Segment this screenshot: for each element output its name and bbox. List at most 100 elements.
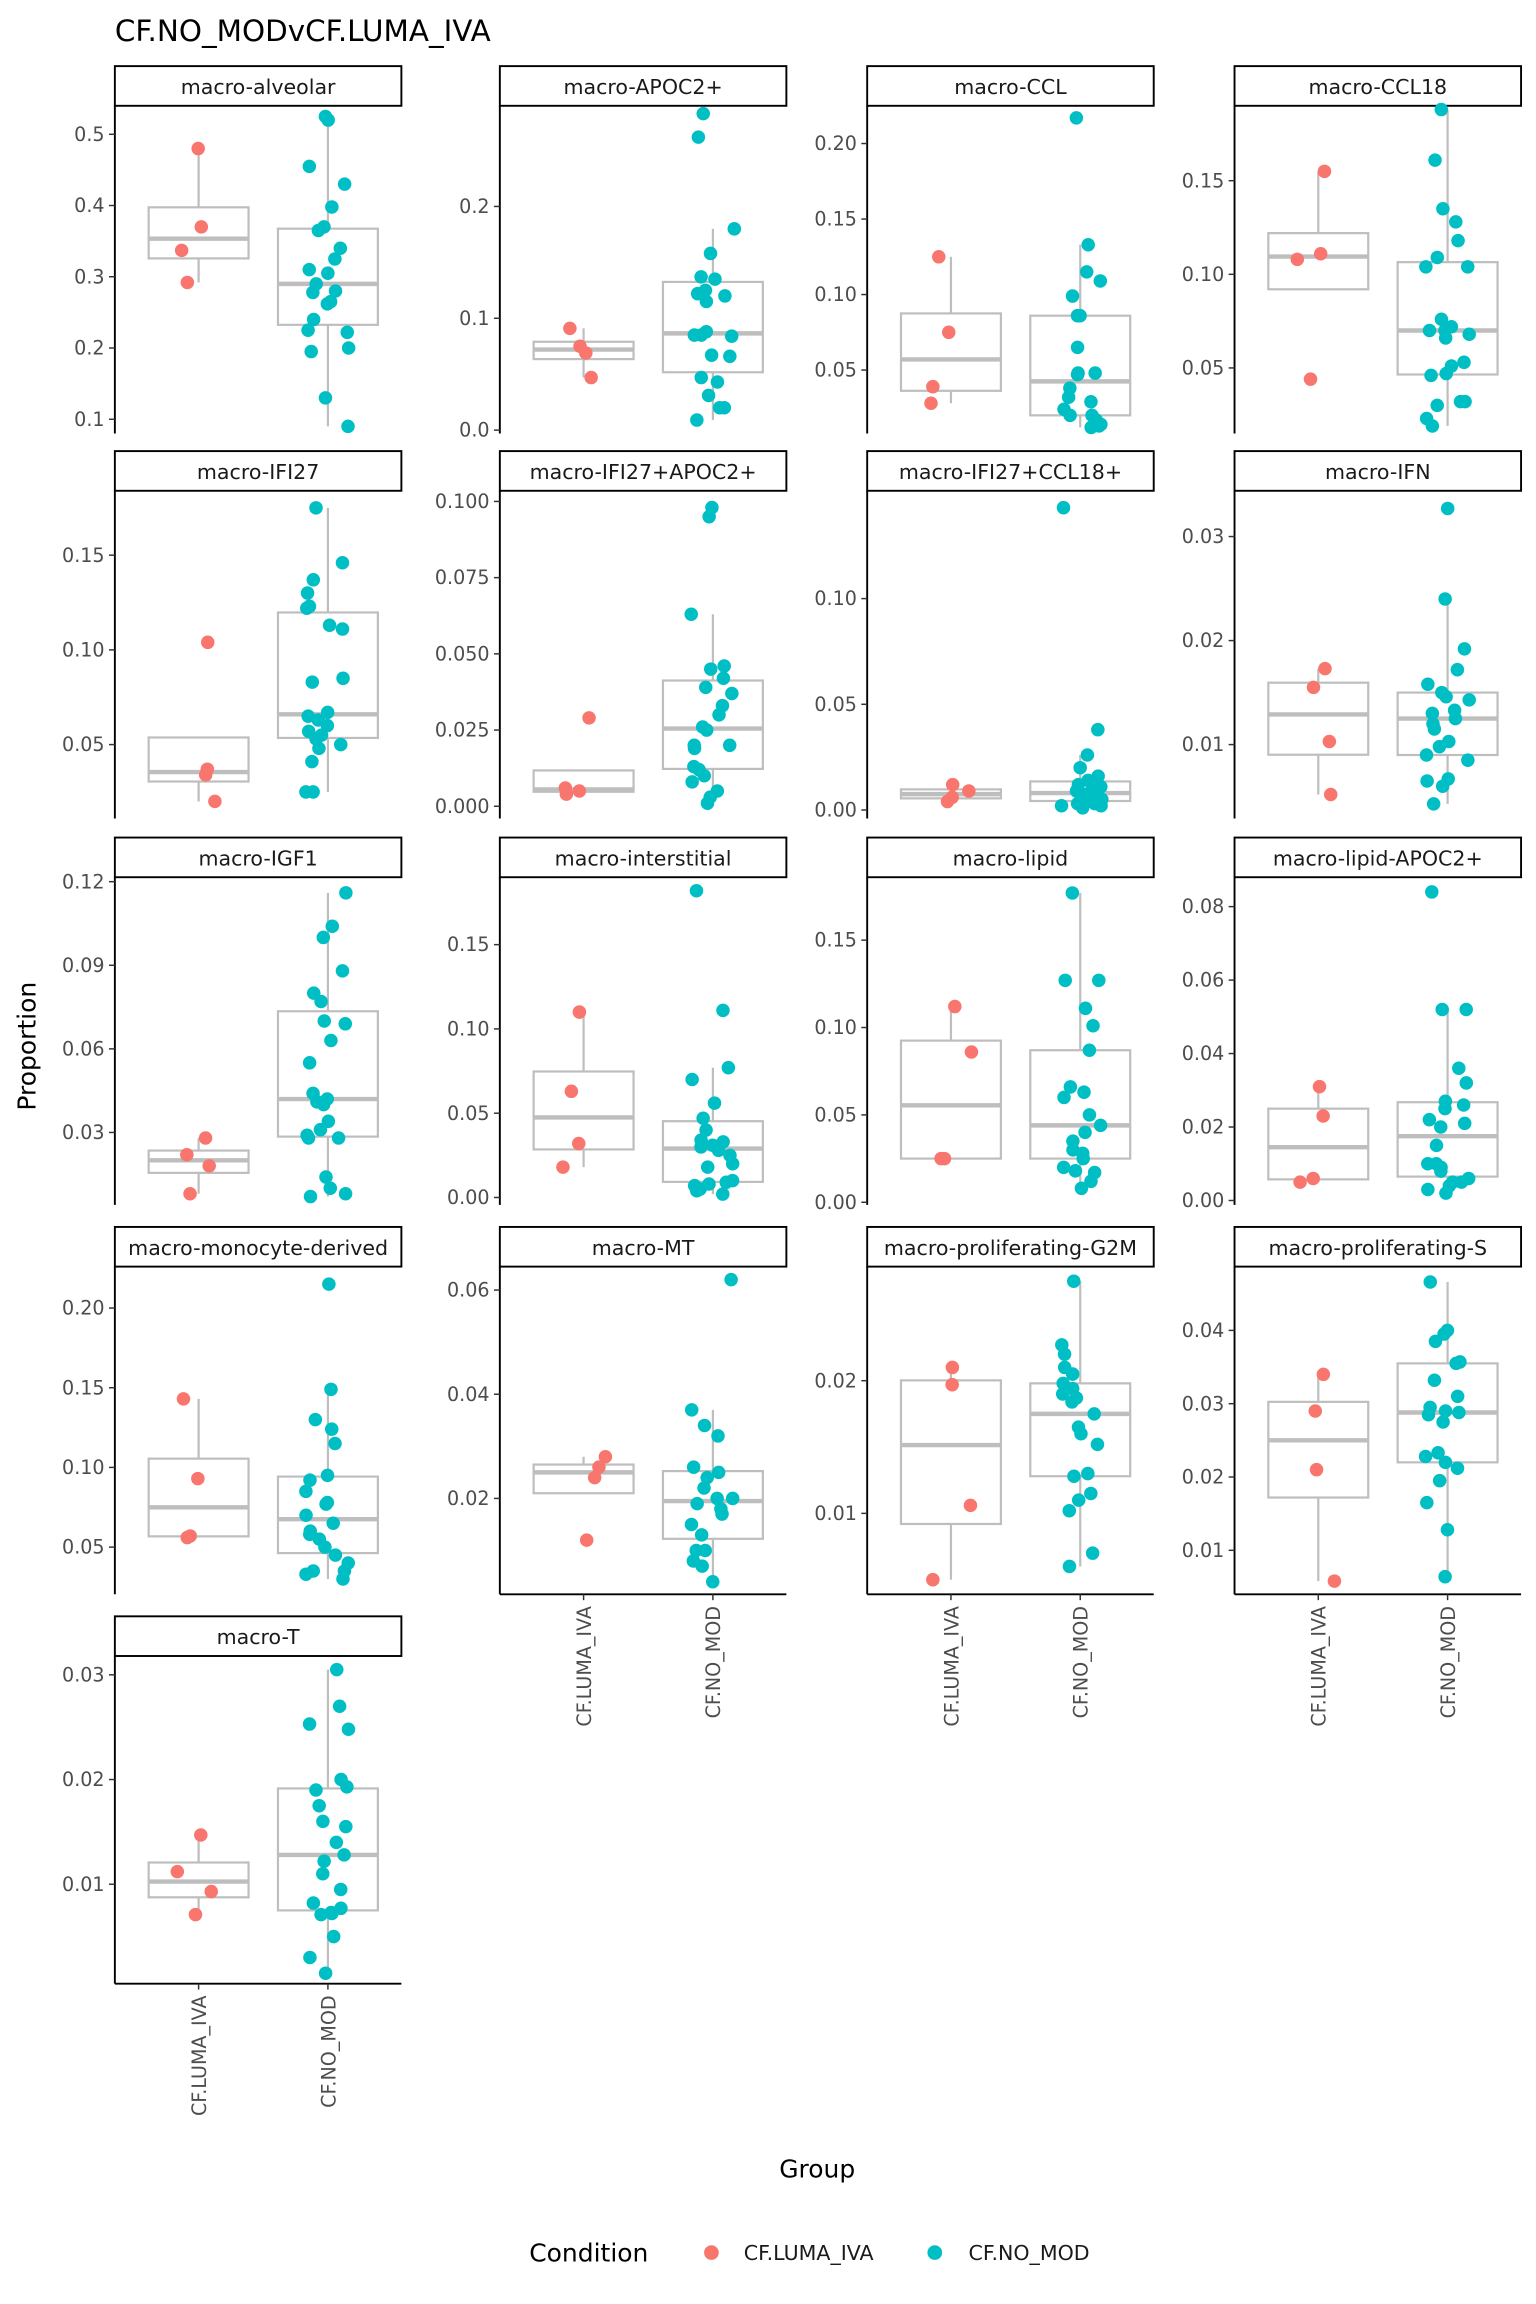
data-point-luma: [598, 1449, 613, 1464]
y-tick-label: 0.15: [62, 544, 105, 567]
boxplot-luma: [1267, 1374, 1370, 1582]
data-point-nomod: [1436, 1415, 1450, 1429]
data-point-nomod: [1438, 1569, 1452, 1584]
data-point-nomod: [302, 1056, 317, 1070]
data-point-nomod: [1077, 1085, 1091, 1099]
box-iqr: [276, 1787, 379, 1912]
data-point-nomod: [1065, 886, 1080, 900]
data-point-nomod: [1461, 753, 1475, 767]
y-tick-label: 0.06: [447, 1279, 490, 1302]
data-point-nomod: [1086, 1019, 1100, 1033]
data-point-nomod: [717, 659, 731, 673]
data-point-nomod: [303, 1473, 317, 1487]
data-point-nomod: [306, 285, 320, 300]
data-point-nomod: [1422, 323, 1437, 338]
data-point-luma: [932, 250, 946, 264]
x-tick-label: CF.NO_MOD: [317, 1995, 340, 2107]
data-point-nomod: [707, 1096, 722, 1110]
y-tick-label: 0.01: [1182, 1539, 1225, 1562]
boxplot-nomod: [1396, 109, 1499, 426]
data-point-nomod: [336, 1572, 350, 1586]
data-point-nomod: [1429, 1138, 1444, 1153]
data-point-nomod: [1420, 774, 1434, 788]
legend-marker-nomod: [927, 2245, 943, 2260]
data-point-nomod: [1058, 973, 1072, 988]
data-point-luma: [180, 1530, 195, 1545]
data-point-luma: [1313, 246, 1328, 261]
facet-title: macro-alveolar: [181, 75, 336, 99]
facet-title: macro-CCL18: [1308, 75, 1447, 99]
boxplot-luma: [532, 1012, 635, 1168]
facet-title: macro-IGF1: [199, 846, 318, 870]
facet-panel-macro-alveolar: macro-alveolar 0.1 0.2 0.3 0.4 0.5: [74, 65, 403, 434]
data-point-nomod: [1057, 1347, 1072, 1361]
boxplot-nomod: [276, 1669, 379, 1974]
data-point-luma: [1309, 1462, 1324, 1477]
data-point-nomod: [1070, 340, 1085, 355]
data-point-nomod: [1428, 153, 1442, 167]
data-point-nomod: [335, 622, 350, 636]
data-point-nomod: [320, 297, 335, 311]
data-point-nomod: [1090, 1437, 1105, 1452]
y-tick-label: 0.02: [1182, 1466, 1225, 1489]
data-point-luma: [945, 1360, 960, 1375]
y-tick-label: 0.04: [1182, 1319, 1225, 1342]
data-point-nomod: [335, 555, 350, 570]
data-point-nomod: [306, 312, 321, 327]
data-point-nomod: [1439, 1186, 1453, 1200]
data-point-luma: [584, 370, 598, 385]
data-point-nomod: [323, 1181, 338, 1195]
data-point-nomod: [694, 370, 709, 385]
x-tick-label: CF.NO_MOD: [1437, 1606, 1460, 1718]
data-point-nomod: [333, 241, 348, 256]
facet-title: macro-monocyte-derived: [128, 1236, 388, 1260]
data-point-nomod: [718, 289, 732, 303]
data-point-nomod: [712, 400, 727, 415]
facet-title: macro-interstitial: [555, 846, 732, 870]
data-point-nomod: [699, 1123, 713, 1137]
data-point-nomod: [325, 200, 339, 214]
y-tick-label: 0.03: [62, 1663, 105, 1686]
y-tick-label: 0.00: [814, 799, 857, 822]
data-point-nomod: [337, 1848, 351, 1862]
data-point-nomod: [1431, 1446, 1445, 1460]
data-point-nomod: [690, 1496, 704, 1511]
data-point-nomod: [1435, 1002, 1449, 1017]
data-point-nomod: [1074, 1427, 1088, 1441]
y-tick-label: 0.03: [1182, 1392, 1225, 1415]
data-point-nomod: [1093, 1118, 1108, 1133]
data-point-luma: [579, 346, 593, 360]
y-axis-label: Proportion: [13, 982, 42, 1111]
facet-panel-macro-interstitial: macro-interstitial 0.00 0.05 0.10 0.15: [447, 836, 788, 1209]
data-point-nomod: [1424, 368, 1438, 383]
data-point-nomod: [719, 1175, 733, 1190]
data-point-nomod: [697, 1418, 712, 1433]
boxplot-luma: [1267, 1086, 1370, 1183]
data-point-nomod: [320, 705, 335, 720]
data-point-nomod: [316, 1097, 331, 1112]
facet-panel-macro-APOC2+: macro-APOC2+ 0.0 0.1 0.2: [459, 65, 788, 442]
facet-panel-macro-IGF1: macro-IGF1 0.03 0.06 0.09 0.12: [62, 836, 403, 1205]
data-point-luma: [1290, 252, 1305, 267]
y-tick-label: 0.01: [62, 1873, 105, 1896]
boxplot-luma: [1267, 668, 1370, 795]
facet-panel-macro-IFI27+APOC2+: macro-IFI27+APOC2+ 0.000 0.025 0.050 0.075 0.…: [435, 450, 788, 819]
data-point-nomod: [696, 106, 710, 121]
facet-panel-macro-CCL: macro-CCL 0.05 0.10 0.15 0.20: [814, 65, 1155, 435]
facet-title: macro-IFI27+APOC2+: [530, 460, 757, 484]
data-point-nomod: [316, 930, 331, 945]
data-point-nomod: [331, 1131, 346, 1145]
facet-panel-macro-proliferating-G2M: macro-proliferating-G2M 0.01 0.02 CF.LUMA_I…: [814, 1225, 1155, 1727]
facet-title: macro-MT: [592, 1236, 695, 1260]
data-point-nomod: [1054, 799, 1069, 813]
y-tick-label: 0.10: [814, 587, 857, 610]
data-point-nomod: [1091, 722, 1105, 737]
data-point-luma: [945, 1377, 959, 1392]
x-axis-label: Group: [779, 2155, 855, 2184]
data-point-nomod: [690, 1183, 704, 1198]
data-point-nomod: [1421, 1182, 1435, 1197]
data-point-luma: [564, 1084, 579, 1099]
data-point-luma: [559, 787, 574, 801]
data-point-luma: [962, 784, 976, 798]
